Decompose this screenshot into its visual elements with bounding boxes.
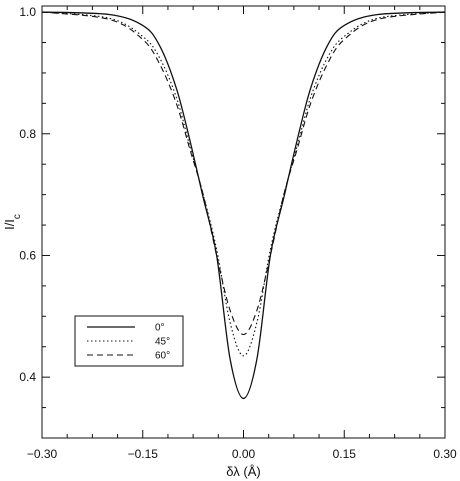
series-line-1: [41, 11, 446, 400]
x-tick-label: 0.15: [333, 447, 357, 461]
x-tick-label: 0.30: [433, 447, 457, 461]
y-axis-title-main: I/I: [2, 219, 17, 230]
legend-label-3: 60°: [155, 351, 170, 362]
axis-ticks: [41, 6, 446, 439]
legend-box: [74, 315, 184, 367]
tick-labels: −0.30 −0.15 0.00 0.15 0.30 0.4 0.6 0.8 1.0: [19, 5, 457, 461]
x-tick-label: −0.15: [128, 447, 159, 461]
x-axis-title: δλ (Å): [226, 464, 260, 479]
y-tick-label: 1.0: [19, 5, 36, 19]
y-tick-label: 0.4: [19, 370, 36, 384]
series-line-3: [41, 11, 446, 336]
legend-items: 0° 45° 60°: [87, 323, 170, 362]
plot-frame: [41, 5, 446, 439]
series-line-2: [41, 11, 446, 357]
y-tick-label: 0.6: [19, 248, 36, 262]
y-tick-label: 0.8: [19, 127, 36, 141]
y-axis-title: I/Ic: [2, 214, 23, 230]
legend-label-2: 45°: [155, 337, 170, 348]
plot-area: [41, 5, 446, 439]
x-tick-label: 0.00: [232, 447, 256, 461]
y-axis-title-subscript: c: [12, 214, 23, 219]
x-tick-label: −0.30: [27, 447, 58, 461]
series-layer: [41, 11, 446, 400]
legend: 0° 45° 60°: [74, 315, 184, 367]
legend-label-1: 0°: [155, 323, 165, 334]
